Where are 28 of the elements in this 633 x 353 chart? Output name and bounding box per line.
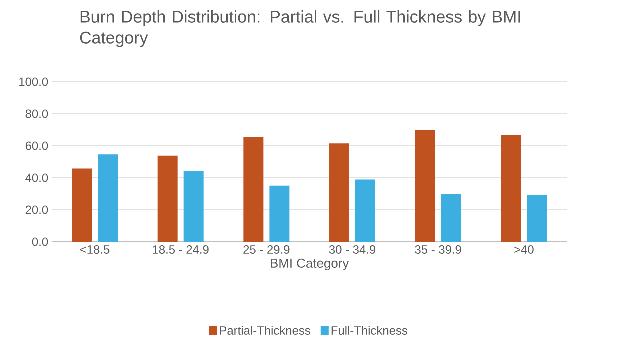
y-tick-label: 0.0 bbox=[32, 238, 48, 246]
x-tick-label: >40 bbox=[514, 246, 534, 254]
bar bbox=[356, 180, 376, 242]
y-tick-label: 40.0 bbox=[26, 174, 48, 182]
bar bbox=[184, 171, 204, 242]
legend-label: Partial-Thickness bbox=[220, 326, 310, 335]
bar bbox=[158, 156, 178, 242]
bar bbox=[415, 130, 436, 242]
bar bbox=[72, 168, 92, 242]
y-tick-label: 80.0 bbox=[26, 110, 48, 118]
x-tick-label: 30 - 34.9 bbox=[329, 246, 376, 254]
y-tick-label: 100.0 bbox=[20, 78, 48, 86]
x-tick-label: 25 - 29.9 bbox=[244, 246, 290, 254]
bar bbox=[330, 144, 350, 242]
bar bbox=[501, 134, 522, 242]
chart-title: Burn Depth Distribution: Partial vs. Full Thickness by BMI Category bbox=[80, 10, 520, 48]
legend-label: Full-Thickness bbox=[332, 326, 408, 335]
y-tick-label: 20.0 bbox=[26, 206, 48, 214]
y-tick-label: 60.0 bbox=[26, 142, 48, 150]
bar bbox=[98, 154, 118, 242]
bar bbox=[244, 137, 264, 242]
bar bbox=[441, 194, 462, 242]
bar bbox=[270, 186, 290, 242]
bar bbox=[527, 195, 548, 242]
x-tick-label: 18.5 - 24.9 bbox=[153, 246, 209, 254]
x-tick-label: 35 - 39.9 bbox=[415, 246, 462, 254]
x-tick-label: <18.5 bbox=[80, 246, 110, 254]
x-axis-title: BMI Category bbox=[271, 258, 350, 271]
